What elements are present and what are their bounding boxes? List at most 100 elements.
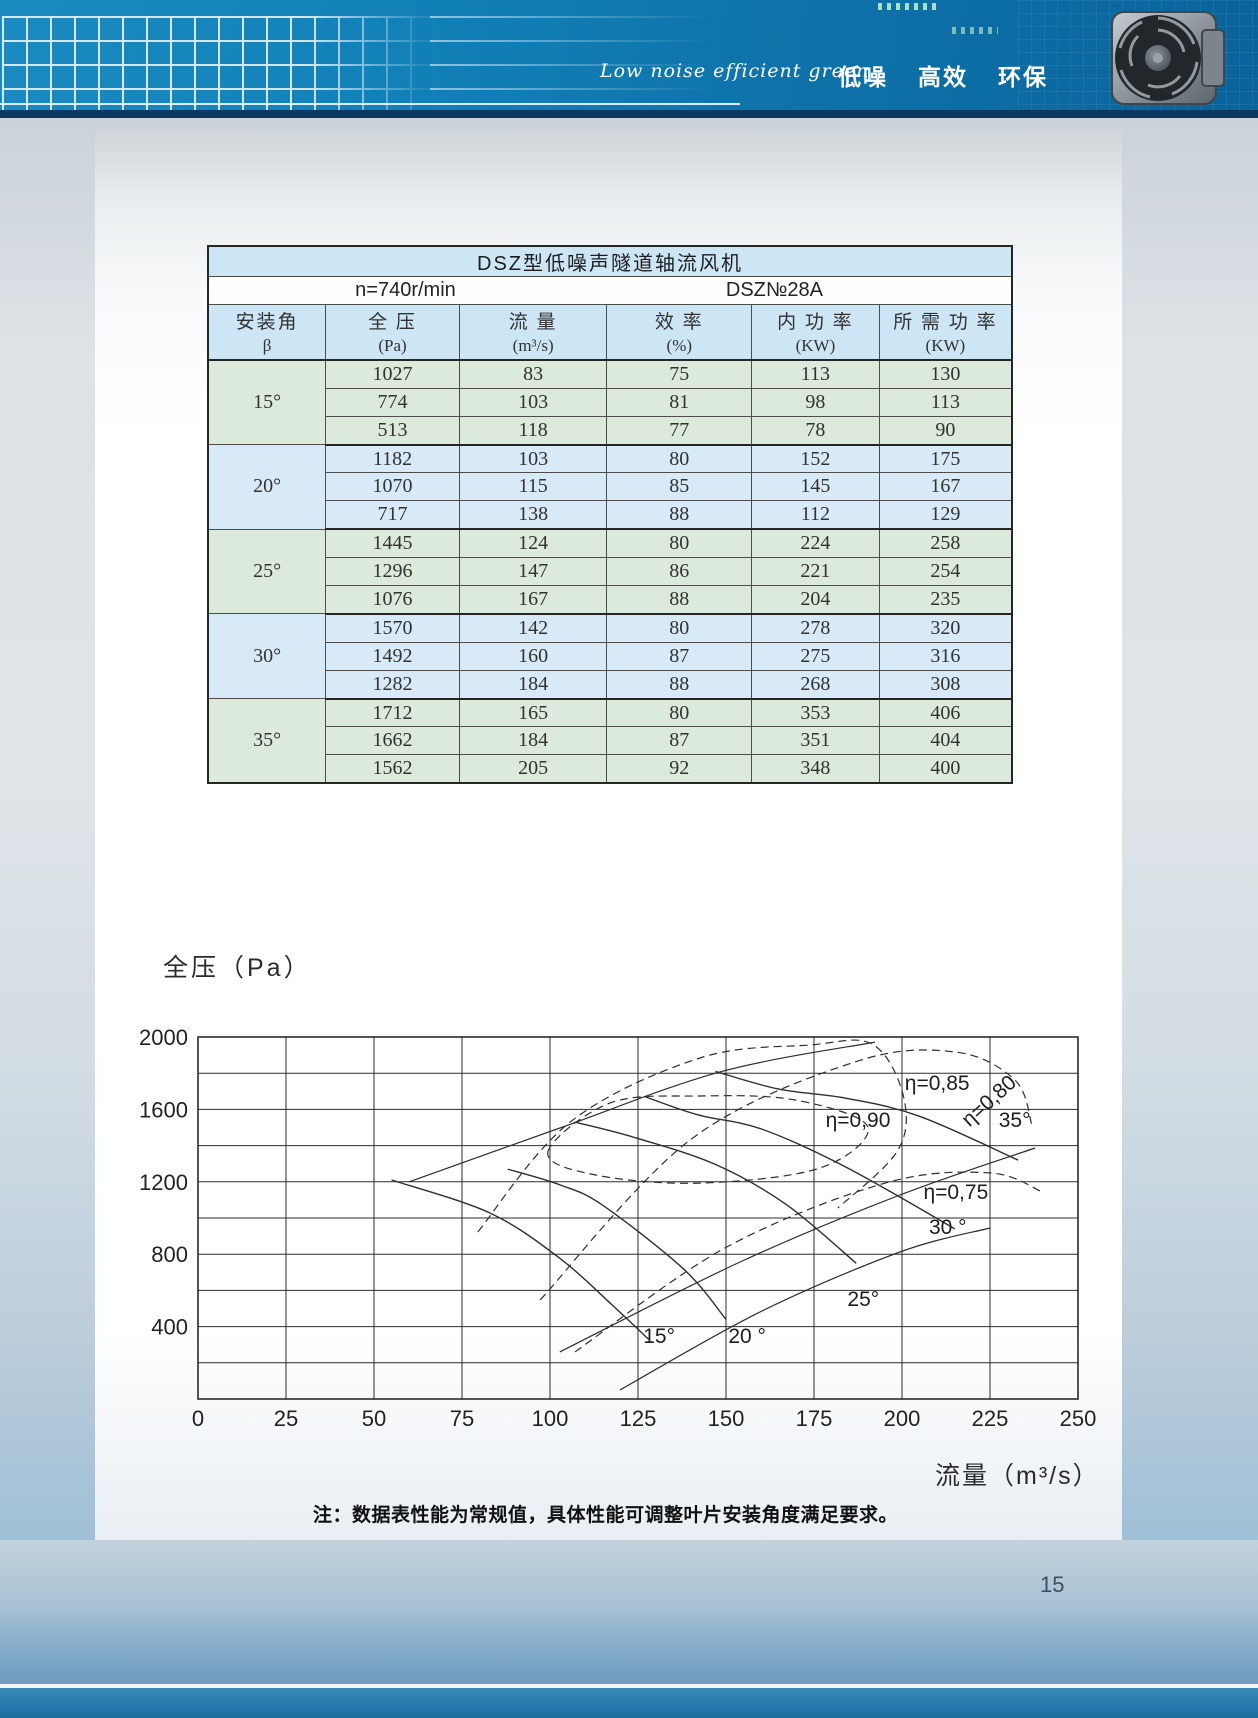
y-axis-title: 全压（Pa） (163, 954, 312, 982)
data-cell: 88 (606, 669, 753, 700)
data-cell: 175 (878, 444, 1013, 474)
angle-cell: 20° (207, 444, 327, 530)
fan-speed: n=740r/min (355, 278, 456, 301)
data-cell: 160 (458, 641, 608, 671)
data-cell: 130 (878, 359, 1013, 389)
table-row: 20° 1182 103 80 152 175 (207, 444, 1013, 530)
data-cell: 1445 (325, 528, 460, 559)
data-cell: 92 (606, 754, 753, 785)
data-cell: 184 (458, 726, 608, 756)
slogan-word: 低噪 (838, 64, 888, 90)
data-cell: 1562 (325, 754, 460, 785)
data-cell: 717 (325, 500, 460, 531)
data-cell: 235 (878, 585, 1013, 615)
table-row: 1076 167 88 204 235 (208, 585, 1013, 615)
data-cell: 147 (458, 557, 608, 587)
fan-performance-table: DSZ型低噪声隧道轴流风机 n=740r/min DSZ№28A 安装角 β 全 压… (207, 245, 1013, 785)
data-cell: 115 (458, 472, 608, 502)
slogan-word: 高效 (918, 64, 968, 90)
data-cell: 1296 (325, 557, 460, 587)
data-cell: 221 (751, 557, 880, 587)
table-row: 1282 184 88 268 308 (208, 669, 1013, 700)
data-cell: 1662 (325, 726, 460, 756)
slogan-chinese: 低噪 高效 环保 (838, 58, 1048, 92)
data-cell: 103 (458, 444, 608, 474)
data-cell: 167 (458, 585, 608, 615)
footnote: 注：数据表性能为常规值，具体性能可调整叶片安装角度满足要求。 (313, 1505, 899, 1526)
column-header: 所 需 功 率 (KW) (878, 303, 1013, 361)
table-row: 30° 1570 142 80 278 320 (207, 613, 1013, 700)
data-cell: 258 (878, 528, 1013, 559)
data-cell: 268 (751, 669, 880, 700)
angle-cell: 15° (207, 359, 327, 446)
data-cell: 142 (458, 613, 608, 643)
angle-cell: 30° (207, 613, 327, 700)
grid-lines-fade (430, 16, 710, 112)
data-cell: 167 (878, 472, 1013, 502)
data-cell: 80 (606, 698, 753, 728)
data-cell: 348 (751, 754, 880, 785)
table-title: DSZ型低噪声隧道轴流风机 (207, 245, 1013, 277)
column-header: 全 压 (Pa) (325, 303, 460, 361)
data-cell: 1570 (325, 613, 460, 643)
data-cell: 113 (878, 387, 1013, 417)
data-cell: 308 (878, 669, 1013, 700)
data-cell: 88 (606, 500, 753, 531)
table-subtitle: n=740r/min DSZ№28A (207, 276, 1013, 305)
angle-cell: 25° (207, 528, 327, 615)
data-cell: 152 (751, 444, 880, 474)
table-row: 15° 1027 83 75 113 130 (207, 359, 1013, 446)
table-header-row: 安装角 β 全 压 (Pa) 流 量 (m³/s) 效 率 (%) 内 功 率 (KW) 所 需 功… (207, 303, 1013, 361)
data-cell: 404 (878, 726, 1013, 756)
data-cell: 275 (751, 641, 880, 671)
column-header: 内 功 率 (KW) (751, 303, 880, 361)
chip-icons (952, 27, 998, 34)
data-cell: 87 (606, 641, 753, 671)
fan-table-content: DSZ型低噪声隧道轴流风机 n=740r/min DSZ№28A 安装角 β 全 压… (207, 245, 1013, 785)
slogan-word: 环保 (998, 64, 1048, 90)
data-cell: 90 (878, 415, 1013, 446)
fan-image (1111, 11, 1225, 105)
data-cell: 184 (458, 669, 608, 700)
data-cell: 1182 (325, 444, 460, 474)
data-cell: 406 (878, 698, 1013, 728)
data-cell: 124 (458, 528, 608, 559)
header-banner: Low noise efficient green 低噪 高效 环保 (0, 0, 1258, 118)
chip-icons (878, 3, 936, 10)
footer-gradient (0, 1540, 1258, 1684)
data-cell: 113 (751, 359, 880, 389)
data-cell: 254 (878, 557, 1013, 587)
table-row: 1070 115 85 145 167 (208, 472, 1013, 502)
column-header: 安装角 β (207, 303, 327, 361)
data-cell: 85 (606, 472, 753, 502)
table-row: 1492 160 87 275 316 (208, 641, 1013, 671)
data-cell: 1076 (325, 585, 460, 615)
grid-pattern (2, 16, 438, 112)
data-cell: 353 (751, 698, 880, 728)
table-row: 513 118 77 78 90 (208, 415, 1013, 446)
data-cell: 77 (606, 415, 753, 446)
data-cell: 129 (878, 500, 1013, 531)
data-cell: 1070 (325, 472, 460, 502)
footer-bar (0, 1688, 1258, 1718)
data-cell: 88 (606, 585, 753, 615)
column-header: 流 量 (m³/s) (458, 303, 608, 361)
fan-model: DSZ№28A (725, 278, 823, 301)
table-row: 774 103 81 98 113 (208, 387, 1013, 417)
data-cell: 278 (751, 613, 880, 643)
angle-cell: 35° (207, 698, 327, 784)
data-cell: 351 (751, 726, 880, 756)
data-cell: 204 (751, 585, 880, 615)
data-cell: 75 (606, 359, 753, 389)
data-cell: 320 (878, 613, 1013, 643)
table-row: 1296 147 86 221 254 (208, 557, 1013, 587)
data-cell: 513 (325, 415, 460, 446)
data-cell: 224 (751, 528, 880, 559)
column-header: 效 率 (%) (606, 303, 753, 361)
data-cell: 80 (606, 444, 753, 474)
data-cell: 145 (751, 472, 880, 502)
footer-line (0, 1684, 1258, 1688)
x-axis-title: 流量（m³/s） (935, 1462, 1100, 1490)
table-row: 1562 205 92 348 400 (208, 754, 1013, 785)
data-cell: 400 (878, 754, 1013, 785)
